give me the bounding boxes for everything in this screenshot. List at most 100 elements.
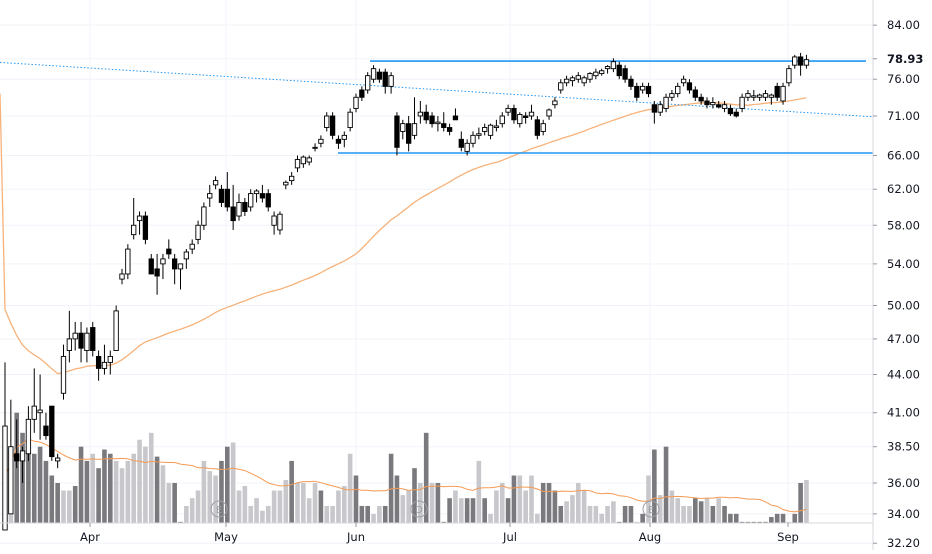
candle-body xyxy=(628,78,634,87)
volume-bar xyxy=(172,482,177,523)
candle-body xyxy=(786,68,792,84)
volume-bar xyxy=(330,505,335,523)
time-tick-label: May xyxy=(214,530,238,544)
price-tick-label: 44.00 xyxy=(887,368,920,382)
volume-bar xyxy=(792,513,798,523)
volume-bar xyxy=(353,475,359,523)
candle xyxy=(768,93,775,105)
candle-body xyxy=(669,93,675,98)
candle-body xyxy=(499,115,505,125)
volume-bar xyxy=(225,446,230,523)
candle-body xyxy=(25,418,32,455)
candle-body xyxy=(148,258,154,275)
candle xyxy=(212,176,219,190)
volume-bar xyxy=(213,475,218,523)
volume-bar xyxy=(289,460,294,523)
candle xyxy=(84,327,90,363)
candle xyxy=(31,368,37,433)
candle xyxy=(341,131,347,148)
candle-body xyxy=(757,94,763,98)
horizontal-lines-layer xyxy=(338,60,873,154)
candle-body xyxy=(113,310,119,351)
candle xyxy=(136,211,143,235)
volume-bar xyxy=(219,460,224,523)
price-tick-label: 36.00 xyxy=(887,476,920,490)
candle-body xyxy=(253,190,260,195)
volume-bar xyxy=(663,446,669,523)
candle-body xyxy=(125,248,131,275)
volume-bar xyxy=(318,490,324,523)
candle-body xyxy=(60,355,67,394)
volume-bar xyxy=(248,505,253,523)
candle xyxy=(698,93,704,105)
candle-body xyxy=(359,89,365,98)
candle-body xyxy=(312,146,318,149)
volume-bar xyxy=(67,490,72,523)
candle xyxy=(686,79,693,94)
candle xyxy=(318,135,324,148)
volume-bar xyxy=(529,475,534,523)
candle xyxy=(37,374,43,440)
candles xyxy=(2,52,810,531)
price-tick-label: 66.00 xyxy=(887,148,920,162)
candle xyxy=(218,184,225,207)
candle xyxy=(534,115,541,140)
candle xyxy=(616,61,622,80)
volume-bar xyxy=(195,490,201,523)
price-tick-label: 50.00 xyxy=(887,298,920,312)
volume-bar xyxy=(160,465,166,523)
volume-bar xyxy=(622,505,628,523)
candle-body xyxy=(797,56,804,66)
candle-body xyxy=(347,111,353,128)
volume-bar xyxy=(693,498,698,523)
volume-bar xyxy=(786,521,792,523)
candle-body xyxy=(370,68,377,80)
candle xyxy=(183,249,189,269)
candle-body xyxy=(470,134,476,144)
candle-body xyxy=(230,206,236,222)
volume-average-layer xyxy=(4,438,807,513)
volume-bar xyxy=(137,439,142,523)
volume-bar xyxy=(301,482,306,523)
candle xyxy=(388,72,394,94)
candle xyxy=(312,143,318,152)
candle-body xyxy=(610,61,617,70)
volume-bar xyxy=(236,490,242,523)
volume-bar xyxy=(31,453,37,523)
candle-body xyxy=(675,85,681,95)
candle-body xyxy=(657,104,663,113)
candle-body xyxy=(160,258,166,265)
candle xyxy=(780,82,786,105)
candle xyxy=(131,198,137,240)
volume-bar xyxy=(628,505,634,523)
candle-body xyxy=(119,273,125,280)
volume-bar xyxy=(382,505,388,523)
volume-bar xyxy=(418,482,423,523)
volume-bar xyxy=(494,490,499,523)
volume-bar xyxy=(207,471,213,523)
volume-bar xyxy=(576,482,581,523)
volume-bar xyxy=(148,432,154,523)
candle-body xyxy=(534,119,541,136)
volume-bar xyxy=(43,460,49,523)
candle xyxy=(511,104,517,124)
candle-body xyxy=(183,251,189,260)
candle xyxy=(610,58,617,73)
price-tick-label: 62.00 xyxy=(887,182,920,196)
candle xyxy=(797,52,804,76)
volume-bar xyxy=(733,513,739,523)
price-tick-label: 71.00 xyxy=(887,109,920,123)
candle-body xyxy=(66,338,73,351)
volume-bar xyxy=(306,498,312,523)
time-tick-label: Jun xyxy=(346,530,365,544)
event-marker-circle xyxy=(210,500,228,518)
volume-bar xyxy=(365,505,370,523)
candle xyxy=(792,54,798,69)
volume-bar xyxy=(84,460,90,523)
candle xyxy=(101,344,108,375)
candle-body xyxy=(43,425,49,437)
volume-bar xyxy=(570,495,575,523)
volume-bar xyxy=(189,498,195,523)
